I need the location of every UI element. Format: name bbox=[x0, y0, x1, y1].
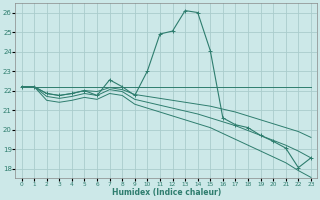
X-axis label: Humidex (Indice chaleur): Humidex (Indice chaleur) bbox=[112, 188, 221, 197]
